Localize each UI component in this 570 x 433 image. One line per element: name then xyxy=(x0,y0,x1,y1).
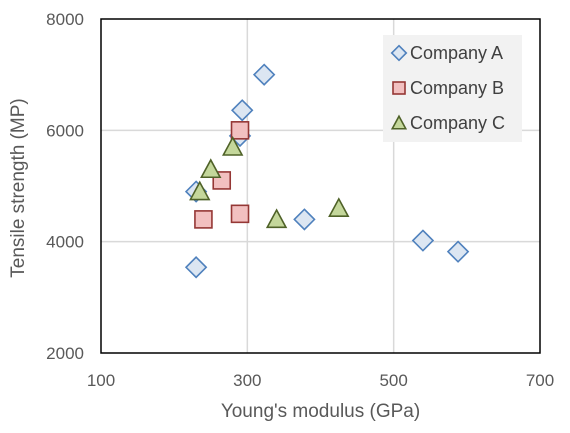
y-tick-label: 4000 xyxy=(46,233,84,252)
data-point xyxy=(230,121,250,140)
legend-marker xyxy=(390,114,408,130)
series-company-c xyxy=(189,135,350,229)
data-point xyxy=(184,256,208,279)
data-point xyxy=(189,180,211,201)
legend: Company A Company B Company C xyxy=(383,35,522,142)
data-point xyxy=(194,210,213,229)
y-tick-label: 6000 xyxy=(46,121,84,140)
x-tick-label: 700 xyxy=(526,371,554,390)
data-point xyxy=(230,204,250,224)
y-tick-label: 2000 xyxy=(46,344,84,363)
series-company-b xyxy=(194,121,250,229)
x-tick-label: 100 xyxy=(87,371,115,390)
legend-marker xyxy=(390,44,408,62)
plot-area xyxy=(100,18,541,354)
data-point xyxy=(221,135,244,156)
x-tick-label: 300 xyxy=(233,371,261,390)
data-point xyxy=(293,208,316,231)
data-point xyxy=(328,197,350,218)
y-tick-label: 8000 xyxy=(46,10,84,29)
data-markers xyxy=(184,63,470,279)
data-point xyxy=(265,208,288,229)
legend-label: Company A xyxy=(410,43,503,63)
y-axis-title: Tensile strength (MP) xyxy=(8,98,29,278)
data-point xyxy=(411,229,435,252)
legend-marker xyxy=(392,81,406,95)
tick-labels: 100 300 500 700 2000 4000 6000 8000 xyxy=(46,10,554,390)
x-tick-label: 500 xyxy=(379,371,407,390)
legend-label: Company C xyxy=(410,113,505,133)
x-axis-title: Young's modulus (GPa) xyxy=(221,401,420,422)
data-point xyxy=(252,63,276,86)
legend-label: Company B xyxy=(410,78,504,98)
data-point xyxy=(446,240,470,263)
data-point xyxy=(200,158,222,179)
data-point xyxy=(231,99,254,122)
